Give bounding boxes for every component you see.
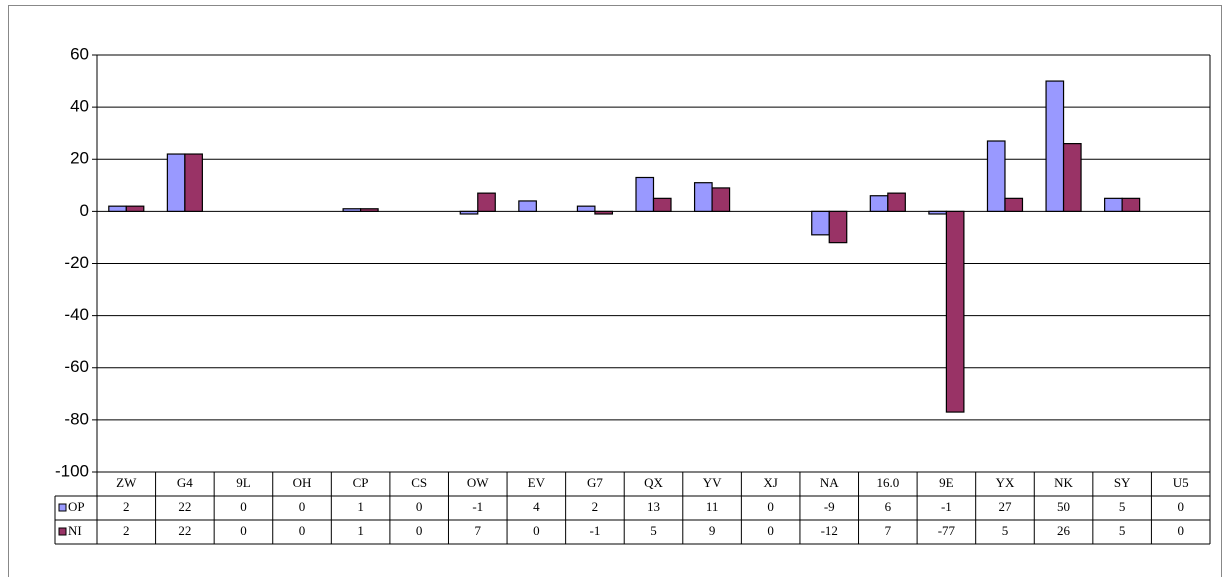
x-tick-label: YV	[703, 475, 722, 490]
table-value: 0	[1177, 523, 1184, 538]
bar	[887, 192, 906, 212]
table-value: 2	[592, 499, 599, 514]
table-value: -77	[938, 523, 956, 538]
table-value: 5	[1002, 523, 1009, 538]
bar	[342, 208, 362, 212]
table-value: 1	[357, 499, 364, 514]
bar	[1062, 143, 1082, 212]
bar	[652, 197, 672, 212]
bar	[477, 192, 496, 212]
table-value: 4	[533, 499, 540, 514]
bar	[693, 182, 713, 212]
table-value: 0	[240, 523, 247, 538]
table-value: 2	[123, 523, 130, 538]
bar	[1121, 197, 1141, 212]
table-value: 7	[885, 523, 892, 538]
table-value: 6	[885, 499, 892, 514]
x-tick-label: G4	[177, 475, 193, 490]
x-tick-label: G7	[587, 475, 603, 490]
legend-key	[58, 527, 67, 536]
x-tick-label: SY	[1114, 475, 1131, 490]
table-value: 9	[709, 523, 716, 538]
bar	[869, 195, 889, 212]
table-value: 5	[1119, 523, 1126, 538]
table-value: 0	[767, 523, 774, 538]
x-tick-label: OH	[293, 475, 312, 490]
table-value: 0	[240, 499, 247, 514]
y-tick-label: -80	[64, 409, 89, 428]
x-tick-label: NA	[820, 475, 839, 490]
y-tick-label: -20	[64, 253, 89, 272]
table-value: 0	[1177, 499, 1184, 514]
x-tick-label: CS	[411, 475, 427, 490]
x-tick-label: CP	[353, 475, 369, 490]
table-value: 27	[998, 499, 1012, 514]
chart-border	[8, 5, 1222, 577]
x-tick-label: NK	[1054, 475, 1073, 490]
x-tick-label: XJ	[763, 475, 777, 490]
table-value: 26	[1057, 523, 1071, 538]
y-tick-label: 60	[70, 44, 89, 63]
bar	[166, 153, 186, 212]
bar	[459, 210, 479, 215]
table-value: 22	[178, 523, 191, 538]
y-tick-label: 20	[70, 149, 89, 168]
table-value: 0	[767, 499, 774, 514]
bar	[360, 208, 379, 212]
x-tick-label: OW	[467, 475, 489, 490]
bar	[594, 210, 614, 215]
bar	[928, 210, 947, 215]
bar	[828, 210, 848, 244]
x-tick-label: U5	[1173, 475, 1189, 490]
table-value: 0	[416, 523, 423, 538]
bar	[125, 205, 145, 212]
bar	[986, 140, 1006, 212]
y-tick-label: -60	[64, 357, 89, 376]
table-value: 50	[1057, 499, 1070, 514]
bar	[811, 210, 830, 236]
bar	[576, 205, 596, 212]
table-value: -1	[941, 499, 952, 514]
bar	[1104, 197, 1123, 212]
bar	[1045, 80, 1065, 212]
table-value: 5	[650, 523, 657, 538]
table-value: 7	[475, 523, 482, 538]
x-tick-label: ZW	[116, 475, 137, 490]
y-tick-label: -100	[55, 461, 89, 480]
table-value: -12	[821, 523, 838, 538]
bar	[518, 200, 537, 212]
table-value: 1	[357, 523, 364, 538]
legend-label: NI	[68, 523, 82, 538]
table-value: 11	[706, 499, 719, 514]
x-tick-label: 9L	[236, 475, 251, 490]
table-value: 0	[299, 499, 306, 514]
legend-key	[58, 503, 67, 512]
table-value: -9	[824, 499, 835, 514]
table-value: -1	[589, 523, 600, 538]
legend-label: OP	[68, 499, 85, 514]
bar	[184, 153, 203, 212]
table-value: 2	[123, 499, 130, 514]
table-value: 5	[1119, 499, 1126, 514]
bar	[711, 187, 731, 212]
x-tick-label: QX	[644, 475, 663, 490]
x-tick-label: EV	[528, 475, 546, 490]
y-tick-label: 0	[80, 201, 89, 220]
y-tick-label: 40	[70, 97, 89, 116]
x-tick-label: 16.0	[876, 475, 899, 490]
bar	[108, 205, 127, 212]
table-value: 0	[533, 523, 540, 538]
table-value: 0	[416, 499, 423, 514]
table-value: 22	[178, 499, 191, 514]
bar	[1004, 197, 1024, 212]
bar	[945, 210, 965, 413]
x-tick-label: 9E	[939, 475, 954, 490]
table-value: -1	[472, 499, 483, 514]
y-tick-label: -40	[64, 305, 89, 324]
table-value: 0	[299, 523, 306, 538]
table-value: 13	[647, 499, 660, 514]
x-tick-label: YX	[996, 475, 1015, 490]
bar	[635, 176, 655, 212]
